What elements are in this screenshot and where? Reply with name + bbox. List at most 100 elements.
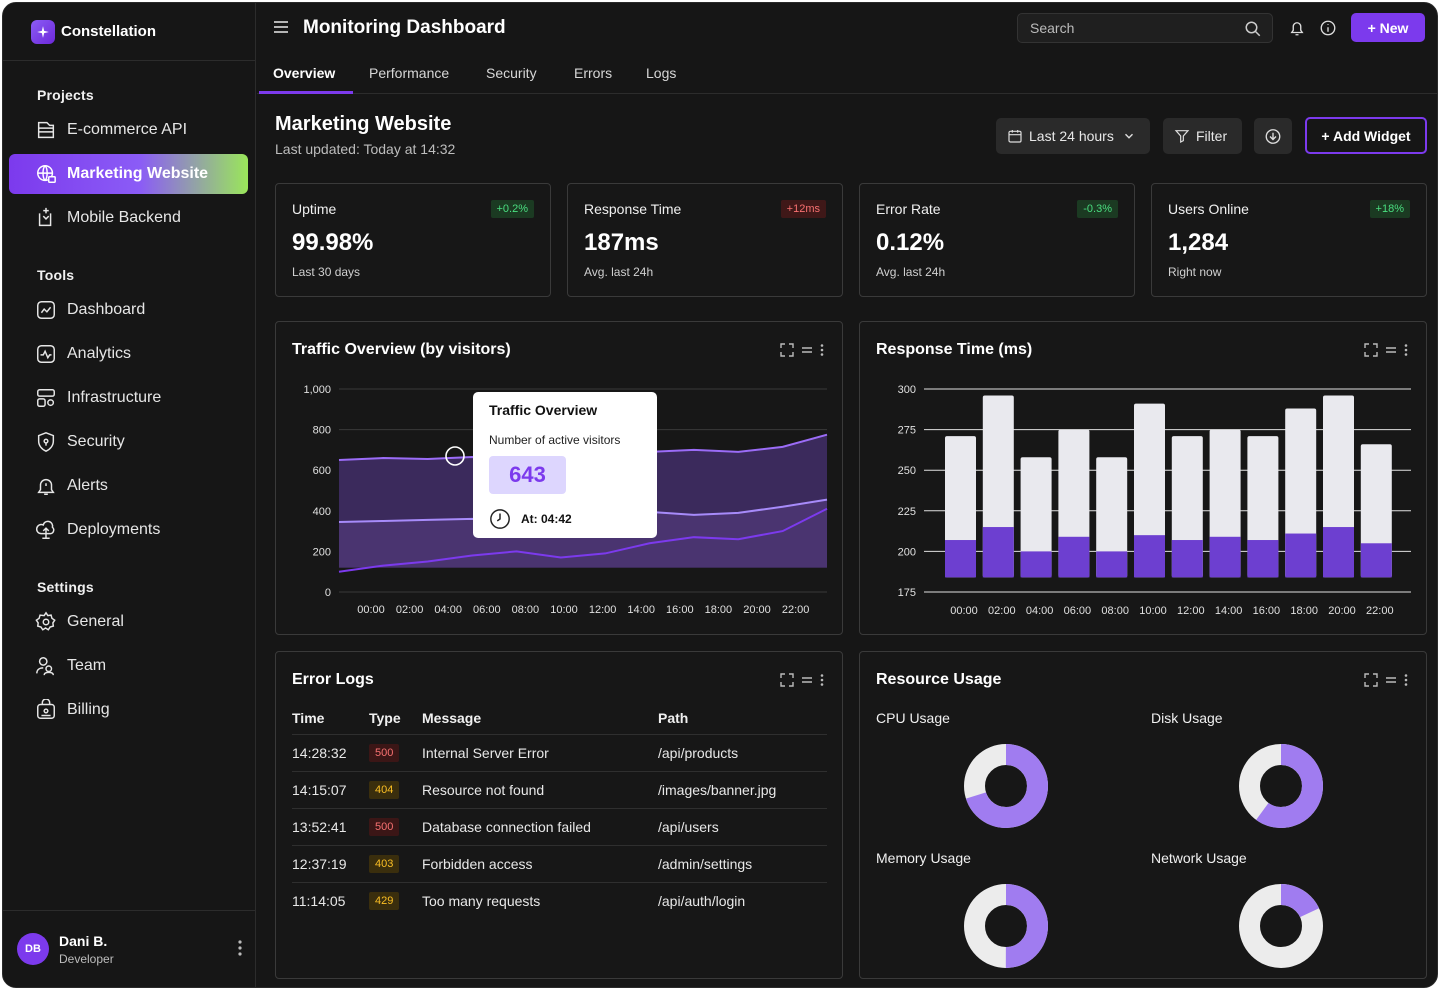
sidebar-item-marketing-website[interactable]: Marketing Website xyxy=(9,154,248,194)
tab-errors[interactable]: Errors xyxy=(574,65,613,81)
log-time: 13:52:41 xyxy=(292,807,369,845)
filter-button[interactable]: Filter xyxy=(1163,118,1242,154)
notification-bell-icon[interactable] xyxy=(1288,19,1306,37)
sidebar-item-alerts[interactable]: Alerts xyxy=(9,466,248,506)
cpu-usage-label: CPU Usage xyxy=(876,710,950,726)
user-name: Dani B. xyxy=(59,932,108,949)
tab-logs[interactable]: Logs xyxy=(646,65,677,81)
table-row[interactable]: 14:15:07 404 Resource not found /images/… xyxy=(292,770,827,808)
error-logs-table: Time Type Message Path 14:28:32 500 Inte… xyxy=(292,702,827,919)
info-icon[interactable] xyxy=(1319,19,1337,37)
sidebar-item-ecommerce-api[interactable]: E-commerce API xyxy=(9,110,248,150)
sidebar-item-label: Dashboard xyxy=(67,301,146,318)
bar-segment xyxy=(1134,535,1165,578)
user-profile[interactable]: DB Dani B. Developer xyxy=(3,910,256,987)
mobile-icon xyxy=(38,207,52,227)
project-title: Marketing Website xyxy=(275,113,452,135)
stat-value: 187ms xyxy=(584,229,659,256)
new-button[interactable]: + New xyxy=(1351,13,1425,42)
stat-sub: Last 30 days xyxy=(292,265,361,279)
active-tab-indicator xyxy=(259,91,353,94)
time-range-select[interactable]: Last 24 hours xyxy=(996,118,1150,154)
x-tick-label: 04:00 xyxy=(1026,605,1054,617)
card-tools-icon[interactable] xyxy=(1364,343,1412,357)
x-tick-label: 10:00 xyxy=(1139,605,1167,617)
bar-total xyxy=(1134,403,1165,578)
sidebar-item-label: Analytics xyxy=(67,345,132,362)
x-tick-label: 00:00 xyxy=(950,605,978,617)
download-button[interactable] xyxy=(1254,118,1292,154)
response-chart[interactable]: 175 200 225 250 275 300 00:00 02:00 04:00 06:00 08… xyxy=(860,322,1428,636)
settings-section-label: Settings xyxy=(37,579,94,595)
bar-segment xyxy=(1360,543,1392,578)
status-badge: +18% xyxy=(1369,200,1410,218)
sidebar-item-infrastructure[interactable]: Infrastructure xyxy=(9,378,248,418)
resource-donuts xyxy=(964,744,1323,968)
tab-performance[interactable]: Performance xyxy=(369,65,450,81)
sidebar-item-dashboard[interactable]: Dashboard xyxy=(9,290,248,330)
team-icon xyxy=(36,657,55,676)
bar-segment xyxy=(1285,533,1317,578)
table-row[interactable]: 14:28:32 500 Internal Server Error /api/… xyxy=(292,733,827,771)
billing-icon xyxy=(37,699,55,719)
x-tick-label: 00:00 xyxy=(357,604,385,616)
resource-usage-card: Resource Usage CPU Usage Disk Usage Memo… xyxy=(859,651,1427,979)
table-row[interactable]: 12:37:19 403 Forbidden access /admin/set… xyxy=(292,844,827,882)
column-header-path: Path xyxy=(658,709,689,726)
bar-segment xyxy=(1209,536,1241,578)
more-vertical-icon[interactable] xyxy=(238,939,242,957)
log-path: /api/auth/login xyxy=(658,881,827,919)
table-row[interactable]: 13:52:41 500 Database connection failed … xyxy=(292,807,827,845)
y-tick-label: 400 xyxy=(313,506,331,518)
stat-label: Response Time xyxy=(584,201,682,217)
y-tick-label: 225 xyxy=(898,506,916,518)
filter-icon xyxy=(1174,130,1190,143)
x-tick-label: 22:00 xyxy=(1366,605,1394,617)
log-time: 12:37:19 xyxy=(292,844,369,882)
x-tick-label: 20:00 xyxy=(743,604,771,616)
card-tools-icon[interactable] xyxy=(780,343,828,357)
stat-sub: Right now xyxy=(1168,265,1222,279)
sidebar-item-team[interactable]: Team xyxy=(9,646,248,686)
x-tick-label: 02:00 xyxy=(988,605,1016,617)
sidebar-item-mobile-backend[interactable]: Mobile Backend xyxy=(9,198,248,238)
sidebar-item-general[interactable]: General xyxy=(9,602,248,642)
tab-overview[interactable]: Overview xyxy=(273,65,336,81)
stat-label: Users Online xyxy=(1168,201,1249,217)
card-title: Traffic Overview (by visitors) xyxy=(292,341,511,358)
add-widget-button[interactable]: + Add Widget xyxy=(1305,117,1427,154)
sidebar-item-billing[interactable]: Billing xyxy=(9,690,248,730)
stat-label: Uptime xyxy=(292,201,337,217)
sidebar-item-analytics[interactable]: Analytics xyxy=(9,334,248,374)
sidebar-item-label: Security xyxy=(67,433,125,450)
column-header-message: Message xyxy=(422,709,482,726)
card-tools-icon[interactable] xyxy=(780,673,828,687)
tools-section-label: Tools xyxy=(37,267,75,283)
x-tick-label: 08:00 xyxy=(1101,605,1129,617)
main-content: Monitoring Dashboard Search + New Overvi… xyxy=(257,3,1437,987)
x-tick-label: 16:00 xyxy=(1253,605,1281,617)
sidebar-item-security[interactable]: Security xyxy=(9,422,248,462)
log-time: 14:28:32 xyxy=(292,733,369,771)
table-row[interactable]: 11:14:05 429 Too many requests /api/auth… xyxy=(292,881,827,919)
logo-icon xyxy=(31,19,55,44)
donut-slice xyxy=(1239,744,1323,828)
x-tick-label: 18:00 xyxy=(705,604,733,616)
y-tick-label: 1,000 xyxy=(303,384,331,396)
x-tick-label: 20:00 xyxy=(1328,605,1356,617)
sidebar-item-label: Marketing Website xyxy=(67,165,209,182)
log-message: Internal Server Error xyxy=(422,733,658,771)
x-tick-label: 06:00 xyxy=(473,604,501,616)
stat-sub: Avg. last 24h xyxy=(876,265,946,279)
search-icon[interactable] xyxy=(1244,20,1262,38)
search-input[interactable]: Search xyxy=(1017,13,1273,43)
brand[interactable]: Constellation xyxy=(3,3,255,61)
donut-slice xyxy=(1239,884,1323,968)
tab-security[interactable]: Security xyxy=(486,65,537,81)
stat-card-users-online: Users Online +18% 1,284 Right now xyxy=(1151,183,1427,297)
sidebar-item-deployments[interactable]: Deployments xyxy=(9,510,248,550)
card-tools-icon[interactable] xyxy=(1364,673,1412,687)
bar-total xyxy=(1096,457,1128,578)
menu-icon[interactable] xyxy=(273,20,289,34)
chevron-down-icon xyxy=(1124,133,1133,139)
